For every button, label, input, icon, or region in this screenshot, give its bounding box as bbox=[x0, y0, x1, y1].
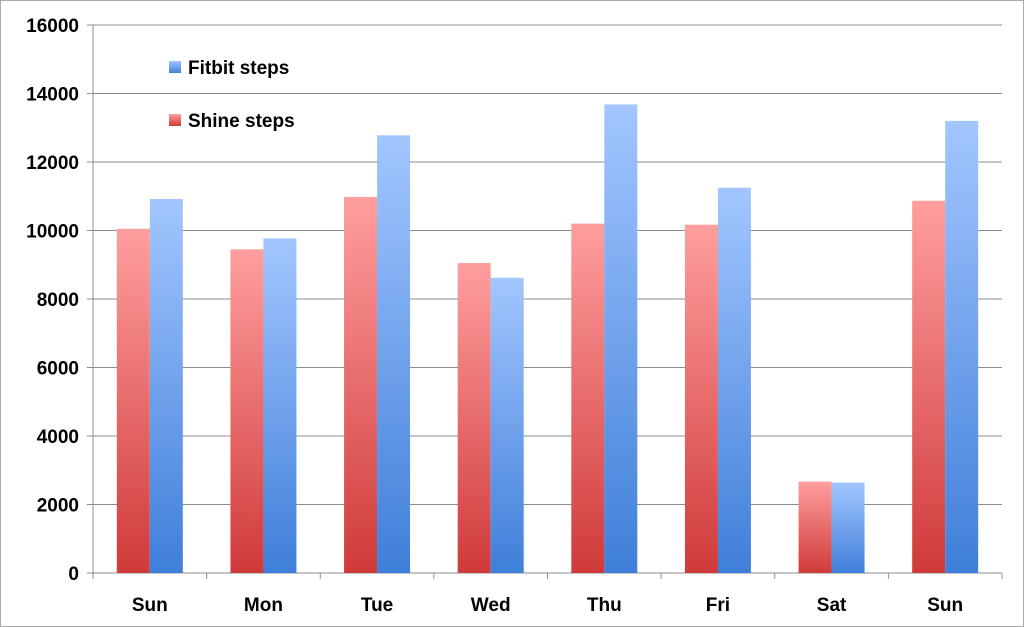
tick-labels: 0 2000 4000 6000 8000 10000 12000 14000 16000 Sun… bbox=[26, 16, 963, 616]
legend-label-shine: Shine steps bbox=[188, 111, 295, 132]
legend-label-fitbit: Fitbit steps bbox=[188, 58, 289, 79]
bar-fitbit-2 bbox=[377, 135, 411, 573]
x-tick-label: Mon bbox=[244, 595, 283, 616]
bar-shine-1 bbox=[230, 249, 264, 573]
bar-shine-2 bbox=[344, 196, 378, 573]
bar-shine-4 bbox=[571, 223, 605, 573]
bar-shine-6 bbox=[798, 481, 832, 573]
bar-fitbit-5 bbox=[717, 187, 751, 573]
x-tick-label: Sat bbox=[817, 595, 847, 616]
bar-shine-3 bbox=[457, 263, 491, 573]
bar-fitbit-1 bbox=[263, 238, 297, 573]
y-tick-label: 16000 bbox=[26, 16, 79, 37]
axes bbox=[87, 24, 1003, 579]
bar-fitbit-3 bbox=[490, 277, 524, 573]
y-tick-label: 10000 bbox=[26, 222, 79, 243]
x-tick-label: Fri bbox=[706, 595, 730, 616]
y-tick-label: 4000 bbox=[37, 427, 79, 448]
y-tick-label: 6000 bbox=[37, 359, 79, 380]
bar-shine-0 bbox=[116, 228, 150, 573]
legend-swatch-fitbit bbox=[169, 61, 181, 73]
x-tick-label: Thu bbox=[587, 595, 622, 616]
y-tick-label: 2000 bbox=[37, 496, 79, 517]
y-tick-label: 0 bbox=[68, 564, 79, 585]
x-tick-label: Sun bbox=[132, 595, 168, 616]
bar-shine-7 bbox=[912, 200, 946, 573]
bars bbox=[116, 104, 979, 574]
x-tick-label: Tue bbox=[361, 595, 393, 616]
x-tick-label: Wed bbox=[471, 595, 511, 616]
legend: Fitbit steps Shine steps bbox=[169, 58, 295, 132]
legend-swatch-shine bbox=[169, 114, 181, 126]
bar-fitbit-4 bbox=[604, 104, 638, 574]
gridlines bbox=[93, 24, 1002, 505]
y-tick-label: 8000 bbox=[37, 290, 79, 311]
bar-shine-5 bbox=[684, 224, 718, 574]
bar-fitbit-7 bbox=[945, 120, 979, 574]
y-tick-label: 12000 bbox=[26, 153, 79, 174]
bar-fitbit-0 bbox=[149, 198, 183, 574]
bar-fitbit-6 bbox=[831, 482, 865, 573]
y-tick-label: 14000 bbox=[26, 85, 79, 106]
x-tick-label: Sun bbox=[927, 595, 963, 616]
